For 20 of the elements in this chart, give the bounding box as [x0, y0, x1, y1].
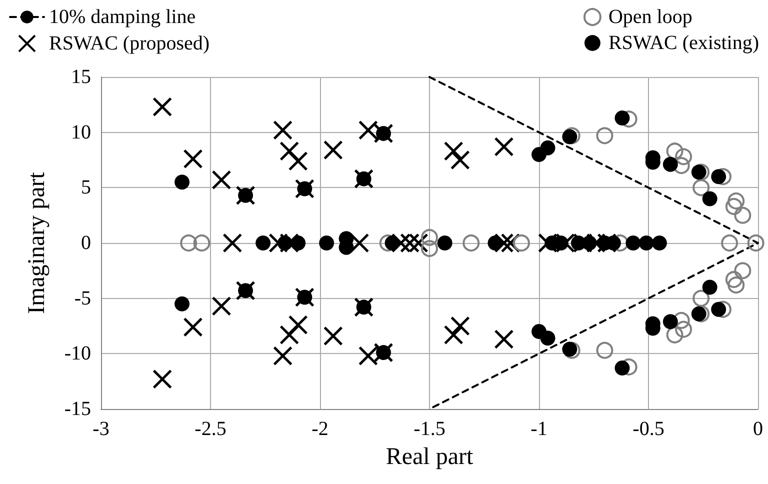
- x-tick-label: -1.5: [414, 418, 446, 440]
- legend-label: 10% damping line: [49, 6, 196, 28]
- legend-label: RSWAC (proposed): [49, 32, 210, 54]
- legend-label: RSWAC (existing): [608, 32, 760, 54]
- y-tick-label: 10: [71, 121, 91, 144]
- x-axis-title: Real part: [386, 444, 474, 470]
- y-tick-label: 0: [81, 232, 91, 254]
- x-tick-label: -1: [530, 418, 548, 440]
- y-tick-label: -10: [64, 342, 91, 365]
- legend-label: Open loop: [608, 6, 692, 28]
- y-tick-label: 15: [71, 66, 91, 88]
- y-tick-label: 5: [81, 176, 91, 199]
- x-tick-label: -2.5: [194, 418, 226, 440]
- x-tick-label: -3: [92, 418, 110, 440]
- y-tick-label: -15: [64, 398, 91, 420]
- x-tick-label: -2: [312, 418, 328, 440]
- y-tick-label: -5: [74, 287, 91, 310]
- x-tick-label: -0.5: [632, 418, 664, 440]
- x-tick-label: 0: [753, 418, 763, 440]
- y-axis-title: Imaginary part: [24, 172, 50, 314]
